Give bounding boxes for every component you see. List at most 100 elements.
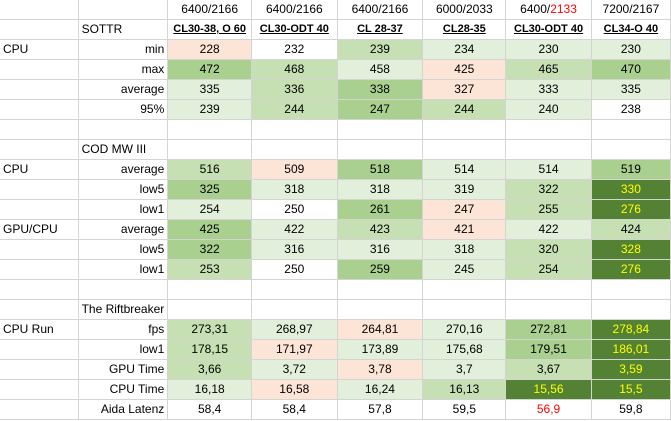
- value-cell[interactable]: 318: [422, 239, 507, 260]
- value-cell[interactable]: 16,18: [167, 379, 253, 400]
- empty-cell[interactable]: [0, 279, 79, 300]
- value-cell[interactable]: 458: [337, 59, 424, 80]
- value-cell[interactable]: 468: [251, 59, 338, 80]
- row-group-label[interactable]: [0, 359, 79, 380]
- value-cell[interactable]: 422: [505, 219, 592, 240]
- metric-label[interactable]: min: [78, 39, 169, 60]
- value-cell[interactable]: 261: [337, 199, 424, 220]
- metric-label[interactable]: low5: [78, 179, 169, 200]
- empty-cell[interactable]: [422, 279, 507, 300]
- column-memory-header[interactable]: 6400/2166: [251, 0, 338, 20]
- row-group-label[interactable]: [0, 339, 79, 360]
- value-cell[interactable]: 3,72: [251, 359, 338, 380]
- empty-cell[interactable]: [337, 279, 424, 300]
- timing-config-header[interactable]: CL 28-37: [337, 19, 424, 40]
- value-cell[interactable]: 186,01: [591, 339, 671, 360]
- value-cell[interactable]: 422: [251, 219, 338, 240]
- timing-config-header[interactable]: [251, 139, 338, 160]
- value-cell[interactable]: 268,97: [251, 319, 338, 340]
- column-memory-header[interactable]: 6400/2133: [505, 0, 592, 20]
- metric-label[interactable]: average: [78, 79, 169, 100]
- value-cell[interactable]: 272,81: [505, 319, 592, 340]
- value-cell[interactable]: 425: [167, 219, 253, 240]
- value-cell[interactable]: 59,5: [422, 399, 507, 420]
- value-cell[interactable]: 333: [505, 79, 592, 100]
- value-cell[interactable]: 423: [337, 219, 424, 240]
- value-cell[interactable]: 247: [422, 199, 507, 220]
- value-cell[interactable]: 516: [167, 159, 253, 180]
- row-group-label[interactable]: [0, 299, 79, 320]
- metric-label[interactable]: average: [78, 159, 169, 180]
- value-cell[interactable]: 273,31: [167, 319, 253, 340]
- value-cell[interactable]: 316: [337, 239, 424, 260]
- value-cell[interactable]: 250: [251, 199, 338, 220]
- empty-cell[interactable]: [505, 279, 592, 300]
- row-group-label[interactable]: [0, 179, 79, 200]
- empty-cell[interactable]: [251, 279, 338, 300]
- metric-label[interactable]: GPU Time: [78, 359, 169, 380]
- timing-config-header[interactable]: [505, 299, 592, 320]
- empty-cell[interactable]: [591, 119, 671, 140]
- empty-cell[interactable]: [0, 0, 79, 20]
- value-cell[interactable]: 424: [591, 219, 671, 240]
- value-cell[interactable]: 16,13: [422, 379, 507, 400]
- value-cell[interactable]: 335: [591, 79, 671, 100]
- empty-cell[interactable]: [251, 119, 338, 140]
- value-cell[interactable]: 470: [591, 59, 671, 80]
- value-cell[interactable]: 3,67: [505, 359, 592, 380]
- value-cell[interactable]: 330: [591, 179, 671, 200]
- value-cell[interactable]: 230: [505, 39, 592, 60]
- value-cell[interactable]: 57,8: [337, 399, 424, 420]
- value-cell[interactable]: 514: [422, 159, 507, 180]
- timing-config-header[interactable]: [505, 139, 592, 160]
- value-cell[interactable]: 232: [251, 39, 338, 60]
- empty-cell[interactable]: [505, 119, 592, 140]
- value-cell[interactable]: 3,78: [337, 359, 424, 380]
- value-cell[interactable]: 322: [505, 179, 592, 200]
- value-cell[interactable]: 247: [337, 99, 424, 120]
- empty-cell[interactable]: [167, 279, 253, 300]
- metric-label[interactable]: low5: [78, 239, 169, 260]
- value-cell[interactable]: 425: [422, 59, 507, 80]
- value-cell[interactable]: 336: [251, 79, 338, 100]
- timing-config-header[interactable]: [337, 139, 424, 160]
- empty-cell[interactable]: [78, 279, 169, 300]
- empty-cell[interactable]: [78, 119, 169, 140]
- value-cell[interactable]: 238: [591, 99, 671, 120]
- benchmark-title[interactable]: SOTTR: [78, 19, 169, 40]
- value-cell[interactable]: 171,97: [251, 339, 338, 360]
- timing-config-header[interactable]: [591, 139, 671, 160]
- column-memory-header[interactable]: 7200/2167: [591, 0, 671, 20]
- row-group-label[interactable]: [0, 399, 79, 420]
- value-cell[interactable]: 316: [251, 239, 338, 260]
- value-cell[interactable]: 254: [167, 199, 253, 220]
- row-group-label[interactable]: GPU/CPU: [0, 219, 79, 240]
- metric-label[interactable]: low1: [78, 199, 169, 220]
- value-cell[interactable]: 244: [251, 99, 338, 120]
- column-memory-header[interactable]: 6400/2166: [167, 0, 253, 20]
- timing-config-header[interactable]: [167, 139, 253, 160]
- value-cell[interactable]: 519: [591, 159, 671, 180]
- value-cell[interactable]: 15,5: [591, 379, 671, 400]
- value-cell[interactable]: 509: [251, 159, 338, 180]
- value-cell[interactable]: 16,24: [337, 379, 424, 400]
- value-cell[interactable]: 319: [422, 179, 507, 200]
- timing-config-header[interactable]: CL30-ODT 40: [251, 19, 338, 40]
- timing-config-header[interactable]: CL30-ODT 40: [505, 19, 592, 40]
- value-cell[interactable]: 270,16: [422, 319, 507, 340]
- value-cell[interactable]: 327: [422, 79, 507, 100]
- value-cell[interactable]: 325: [167, 179, 253, 200]
- value-cell[interactable]: 228: [167, 39, 253, 60]
- timing-config-header[interactable]: [422, 299, 507, 320]
- column-memory-header[interactable]: 6400/2166: [337, 0, 424, 20]
- value-cell[interactable]: 472: [167, 59, 253, 80]
- metric-label[interactable]: 95%: [78, 99, 169, 120]
- value-cell[interactable]: 234: [422, 39, 507, 60]
- value-cell[interactable]: 3,66: [167, 359, 253, 380]
- value-cell[interactable]: 264,81: [337, 319, 424, 340]
- row-group-label[interactable]: CPU: [0, 39, 79, 60]
- metric-label[interactable]: low1: [78, 339, 169, 360]
- empty-cell[interactable]: [167, 119, 253, 140]
- value-cell[interactable]: 56,9: [505, 399, 592, 420]
- value-cell[interactable]: 276: [591, 259, 671, 280]
